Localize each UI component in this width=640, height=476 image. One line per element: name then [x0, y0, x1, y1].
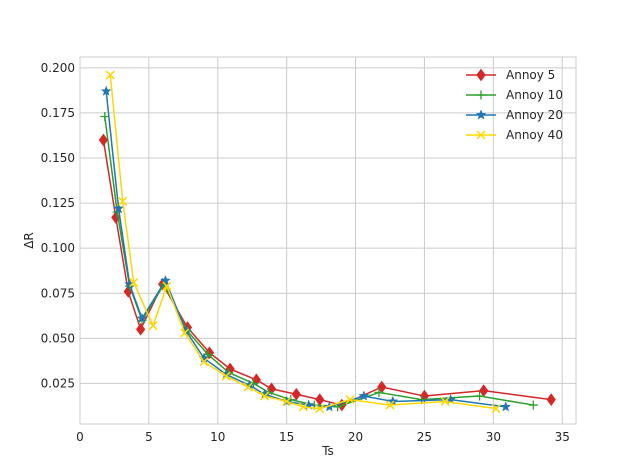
- data-point-annoy-5: [546, 393, 556, 407]
- data-point-annoy-40: [105, 70, 115, 80]
- data-point-annoy-10: [374, 387, 384, 397]
- legend-marker: [475, 109, 487, 120]
- legend: Annoy 5 Annoy 10 Annoy 20 Annoy 40: [466, 68, 563, 142]
- legend-item-annoy-10: Annoy 10: [466, 88, 563, 102]
- data-point-annoy-40: [118, 196, 128, 206]
- series-annoy-40: [105, 70, 501, 414]
- data-point-annoy-20: [113, 202, 125, 214]
- data-point-annoy-5: [291, 387, 301, 401]
- legend-marker: [476, 68, 486, 82]
- data-point-annoy-40: [315, 404, 325, 414]
- x-tick-label: 5: [145, 430, 153, 444]
- legend-label: Annoy 10: [506, 88, 563, 102]
- data-point-annoy-10: [475, 391, 485, 401]
- data-point-annoy-40: [345, 395, 355, 405]
- series-group: [98, 70, 556, 414]
- x-tick-label: 25: [417, 430, 432, 444]
- y-tick-label: 0.150: [41, 151, 75, 165]
- plot-area-frame: [79, 56, 577, 425]
- data-point-annoy-40: [180, 328, 190, 338]
- x-axis-title: Ts: [321, 444, 334, 458]
- tick-labels: 0 5 10 15 20 25 30 35 0.025 0.050 0.075 0.100 0.125 0…: [41, 61, 570, 444]
- legend-label: Annoy 20: [506, 108, 563, 122]
- x-tick-label: 35: [555, 430, 570, 444]
- data-point-annoy-40: [260, 391, 270, 401]
- y-tick-label: 0.175: [41, 106, 75, 120]
- data-point-annoy-40: [298, 402, 308, 412]
- data-point-annoy-40: [221, 371, 231, 381]
- y-tick-label: 0.100: [41, 241, 75, 255]
- data-point-annoy-20: [500, 401, 512, 412]
- data-point-annoy-40: [282, 396, 292, 406]
- data-point-annoy-40: [491, 404, 501, 414]
- y-tick-label: 0.050: [41, 331, 75, 345]
- data-point-annoy-20: [136, 312, 148, 324]
- data-point-annoy-10: [100, 112, 110, 122]
- data-point-annoy-5: [266, 382, 277, 396]
- data-point-annoy-20: [358, 390, 370, 401]
- legend-item-annoy-20: Annoy 20: [466, 108, 563, 122]
- legend-label: Annoy 5: [506, 68, 555, 82]
- data-point-annoy-10: [203, 350, 213, 360]
- data-point-annoy-40: [148, 321, 158, 331]
- data-point-annoy-40: [440, 396, 450, 406]
- data-point-annoy-40: [129, 277, 139, 287]
- legend-marker: [476, 130, 486, 140]
- data-point-annoy-40: [385, 400, 395, 410]
- x-tick-label: 20: [348, 430, 363, 444]
- legend-marker: [476, 90, 486, 100]
- x-tick-label: 30: [486, 430, 501, 444]
- legend-item-annoy-5: Annoy 5: [466, 68, 555, 82]
- legend-label: Annoy 40: [506, 128, 563, 142]
- data-point-annoy-20: [100, 85, 112, 96]
- data-point-annoy-5: [98, 133, 109, 147]
- data-point-annoy-20: [387, 395, 399, 407]
- data-point-annoy-40: [243, 382, 253, 392]
- y-axis-title: ΔR: [22, 232, 36, 249]
- data-point-annoy-40: [199, 357, 209, 367]
- data-point-annoy-10: [528, 400, 538, 410]
- x-tick-label: 0: [76, 430, 84, 444]
- grid: [79, 57, 576, 424]
- data-point-annoy-40: [162, 281, 172, 291]
- legend-item-annoy-40: Annoy 40: [466, 128, 563, 142]
- y-tick-label: 0.025: [41, 376, 75, 390]
- y-tick-label: 0.075: [41, 286, 75, 300]
- x-tick-label: 10: [210, 430, 225, 444]
- x-tick-label: 15: [279, 430, 294, 444]
- y-tick-label: 0.200: [41, 61, 75, 75]
- y-tick-label: 0.125: [41, 196, 75, 210]
- data-point-annoy-5: [136, 322, 146, 336]
- data-point-annoy-20: [159, 274, 171, 286]
